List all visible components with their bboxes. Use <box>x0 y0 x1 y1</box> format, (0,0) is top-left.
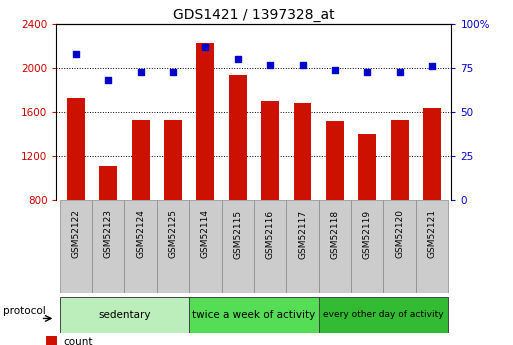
Text: GSM52116: GSM52116 <box>266 209 274 258</box>
Bar <box>319 297 448 333</box>
Bar <box>60 297 189 333</box>
Text: GSM52119: GSM52119 <box>363 209 372 258</box>
Bar <box>157 200 189 293</box>
Point <box>363 69 371 75</box>
Title: GDS1421 / 1397328_at: GDS1421 / 1397328_at <box>173 8 335 22</box>
Point <box>104 78 112 83</box>
Text: GSM52120: GSM52120 <box>395 209 404 258</box>
Bar <box>46 334 57 345</box>
Point <box>396 69 404 75</box>
Text: GSM52118: GSM52118 <box>330 209 340 258</box>
Text: sedentary: sedentary <box>98 310 151 320</box>
Point <box>428 63 436 69</box>
Bar <box>254 200 286 293</box>
Bar <box>132 120 149 288</box>
Text: protocol: protocol <box>3 306 46 316</box>
Bar <box>229 75 247 288</box>
Point <box>299 62 307 67</box>
Bar <box>196 43 214 288</box>
Point <box>136 69 145 75</box>
Bar <box>423 108 441 288</box>
Text: count: count <box>64 337 93 345</box>
Bar <box>359 134 376 288</box>
Bar <box>100 166 117 288</box>
Bar <box>383 200 416 293</box>
Bar <box>92 200 125 293</box>
Bar <box>326 121 344 288</box>
Bar <box>416 200 448 293</box>
Text: GSM52117: GSM52117 <box>298 209 307 258</box>
Point <box>331 67 339 73</box>
Point <box>169 69 177 75</box>
Bar <box>222 200 254 293</box>
Bar <box>164 120 182 288</box>
Text: every other day of activity: every other day of activity <box>323 310 444 319</box>
Text: GSM52115: GSM52115 <box>233 209 242 258</box>
Text: GSM52114: GSM52114 <box>201 209 210 258</box>
Bar <box>293 104 311 288</box>
Bar <box>189 200 222 293</box>
Text: GSM52122: GSM52122 <box>71 209 81 258</box>
Bar <box>60 200 92 293</box>
Point <box>72 51 80 57</box>
Text: GSM52123: GSM52123 <box>104 209 113 258</box>
Text: GSM52125: GSM52125 <box>168 209 177 258</box>
Bar <box>286 200 319 293</box>
Text: GSM52124: GSM52124 <box>136 209 145 258</box>
Bar <box>351 200 383 293</box>
Bar <box>319 200 351 293</box>
Bar <box>67 98 85 288</box>
Text: twice a week of activity: twice a week of activity <box>192 310 315 320</box>
Point <box>233 57 242 62</box>
Bar <box>261 101 279 288</box>
Point <box>266 62 274 67</box>
Text: GSM52121: GSM52121 <box>427 209 437 258</box>
Point <box>201 44 209 50</box>
Bar <box>189 297 319 333</box>
Bar <box>125 200 157 293</box>
Bar <box>391 120 408 288</box>
